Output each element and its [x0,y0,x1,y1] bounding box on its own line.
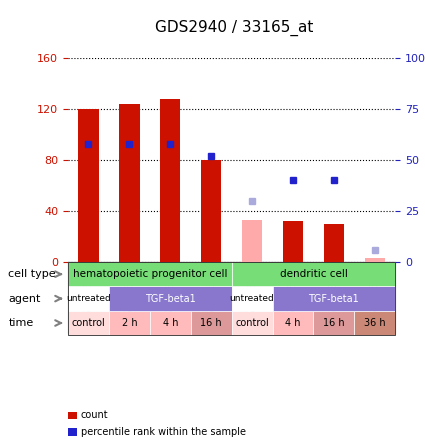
Bar [232,262,272,333]
Text: TGF-beta1: TGF-beta1 [145,293,196,304]
Bar [201,160,221,262]
Text: 4 h: 4 h [162,318,178,328]
Text: control: control [71,318,105,328]
Bar [150,262,191,333]
Bar [160,99,181,262]
Text: percentile rank within the sample: percentile rank within the sample [81,427,246,437]
Text: TGF-beta1: TGF-beta1 [309,293,359,304]
Bar [324,224,344,262]
Text: time: time [8,318,34,328]
Bar [365,258,385,262]
Text: untreated: untreated [66,294,111,303]
Text: dendritic cell: dendritic cell [280,269,347,279]
Bar [242,220,262,262]
Text: untreated: untreated [230,294,275,303]
Bar [191,262,232,333]
Text: 16 h: 16 h [200,318,222,328]
Text: cell type: cell type [8,269,56,279]
Bar [283,221,303,262]
Text: 36 h: 36 h [364,318,385,328]
Bar [109,262,150,333]
Bar [365,258,385,262]
Bar [78,109,99,262]
Text: count: count [81,410,108,420]
Text: 2 h: 2 h [122,318,137,328]
Bar [354,262,395,333]
Bar [313,262,354,333]
Text: hematopoietic progenitor cell: hematopoietic progenitor cell [73,269,227,279]
Bar [272,262,313,333]
Bar [119,104,139,262]
Text: agent: agent [8,293,41,304]
Bar [68,262,109,333]
Text: GDS2940 / 33165_at: GDS2940 / 33165_at [155,20,313,36]
Text: 4 h: 4 h [285,318,301,328]
Text: control: control [235,318,269,328]
Text: 16 h: 16 h [323,318,345,328]
